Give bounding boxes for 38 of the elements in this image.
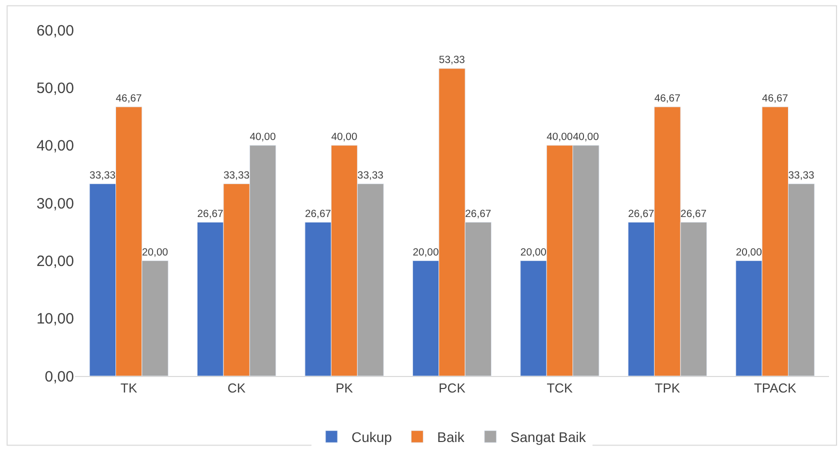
x-tick-label: PCK [438, 380, 466, 396]
legend-label: Sangat Baik [510, 429, 587, 446]
y-tick-label: 0,00 [44, 368, 74, 386]
legend-label: Cukup [352, 429, 392, 446]
data-label: 33,33 [90, 170, 116, 182]
data-label: 26,67 [465, 208, 492, 220]
data-label: 20,00 [142, 247, 168, 258]
data-label: 46,67 [116, 94, 142, 105]
data-label: 20,00 [520, 247, 547, 258]
data-label: 46,67 [762, 94, 788, 105]
data-label: 40,00 [250, 132, 276, 144]
legend-label: Baik [437, 429, 466, 446]
x-tick-label: TK [120, 380, 138, 396]
data-label: 20,00 [412, 247, 439, 258]
x-tick-label: TCK [546, 380, 574, 396]
data-label: 33,33 [223, 170, 250, 182]
data-label: 20,00 [736, 247, 762, 258]
data-label: 33,33 [788, 170, 815, 182]
data-label: 40,00 [331, 132, 358, 144]
y-tick-label: 10,00 [36, 310, 74, 328]
y-tick-label: 60,00 [36, 22, 74, 40]
y-tick-label: 30,00 [36, 195, 74, 212]
data-label: 33,33 [357, 170, 384, 182]
y-tick-label: 40,00 [36, 138, 74, 155]
x-tick-label: TPK [654, 380, 680, 396]
y-tick-label: 20,00 [36, 252, 74, 270]
x-tick-label: TPACK [754, 380, 797, 396]
data-label: 40,00 [572, 132, 600, 144]
y-tick-label: 50,00 [36, 80, 74, 97]
x-tick-label: PK [336, 380, 354, 396]
data-label: 40,00 [546, 132, 573, 144]
x-tick-label: CK [228, 380, 246, 396]
data-label: 46,67 [654, 94, 681, 105]
data-label: 53,33 [438, 55, 466, 66]
data-label: 26,67 [197, 208, 224, 220]
data-label: 26,67 [628, 208, 654, 220]
data-label: 26,67 [680, 208, 707, 220]
data-label: 26,67 [304, 208, 332, 220]
